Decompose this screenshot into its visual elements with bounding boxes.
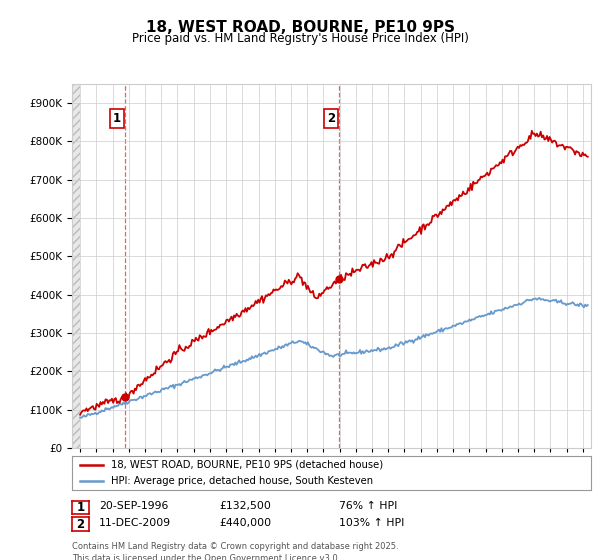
Text: Contains HM Land Registry data © Crown copyright and database right 2025.
This d: Contains HM Land Registry data © Crown c… (72, 542, 398, 560)
Text: 1: 1 (113, 112, 121, 125)
Text: 20-SEP-1996: 20-SEP-1996 (99, 501, 169, 511)
Text: 1: 1 (76, 501, 85, 514)
Text: 2: 2 (326, 112, 335, 125)
Text: 18, WEST ROAD, BOURNE, PE10 9PS: 18, WEST ROAD, BOURNE, PE10 9PS (146, 20, 455, 35)
Text: £440,000: £440,000 (219, 518, 271, 528)
Text: 2: 2 (76, 517, 85, 531)
Text: 76% ↑ HPI: 76% ↑ HPI (339, 501, 397, 511)
Text: 103% ↑ HPI: 103% ↑ HPI (339, 518, 404, 528)
Text: Price paid vs. HM Land Registry's House Price Index (HPI): Price paid vs. HM Land Registry's House … (131, 32, 469, 45)
Text: 18, WEST ROAD, BOURNE, PE10 9PS (detached house): 18, WEST ROAD, BOURNE, PE10 9PS (detache… (111, 460, 383, 470)
Text: HPI: Average price, detached house, South Kesteven: HPI: Average price, detached house, Sout… (111, 475, 373, 486)
Text: 11-DEC-2009: 11-DEC-2009 (99, 518, 171, 528)
Text: £132,500: £132,500 (219, 501, 271, 511)
